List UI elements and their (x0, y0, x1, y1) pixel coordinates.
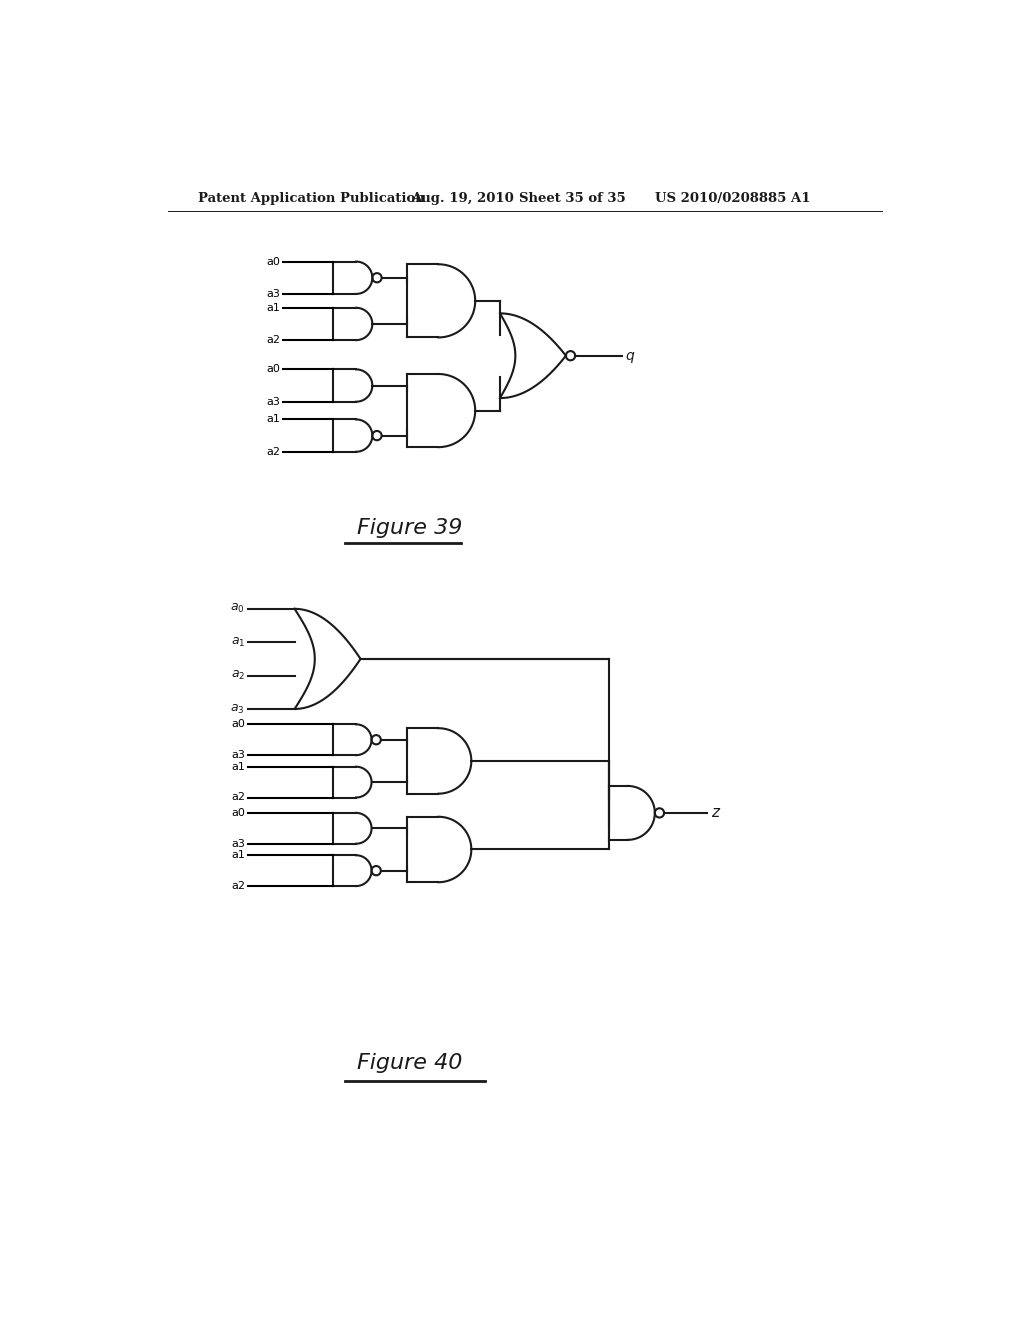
Text: z: z (711, 805, 719, 821)
Text: $a_1$: $a_1$ (230, 636, 245, 648)
Text: a0: a0 (266, 364, 280, 375)
Text: US 2010/0208885 A1: US 2010/0208885 A1 (655, 191, 811, 205)
Text: a1: a1 (231, 762, 245, 772)
Text: $a_3$: $a_3$ (230, 702, 245, 715)
Text: Sheet 35 of 35: Sheet 35 of 35 (519, 191, 626, 205)
Text: $a_0$: $a_0$ (230, 602, 245, 615)
Text: $a_2$: $a_2$ (230, 669, 245, 682)
Text: Patent Application Publication: Patent Application Publication (198, 191, 425, 205)
Text: a3: a3 (231, 838, 245, 849)
Text: a1: a1 (266, 302, 280, 313)
Text: a0: a0 (266, 256, 280, 267)
Text: a1: a1 (266, 414, 280, 425)
Text: a2: a2 (266, 446, 280, 457)
Text: a2: a2 (231, 880, 245, 891)
Text: a0: a0 (231, 719, 245, 730)
Text: Figure 40: Figure 40 (356, 1053, 462, 1073)
Text: a1: a1 (231, 850, 245, 861)
Text: q: q (626, 348, 634, 363)
Text: a3: a3 (266, 397, 280, 407)
Text: a2: a2 (231, 792, 245, 803)
Text: Aug. 19, 2010: Aug. 19, 2010 (411, 191, 514, 205)
Text: a2: a2 (266, 335, 280, 345)
Text: Figure 39: Figure 39 (356, 517, 462, 539)
Text: a3: a3 (231, 750, 245, 760)
Text: a0: a0 (231, 808, 245, 818)
Text: a3: a3 (266, 289, 280, 298)
